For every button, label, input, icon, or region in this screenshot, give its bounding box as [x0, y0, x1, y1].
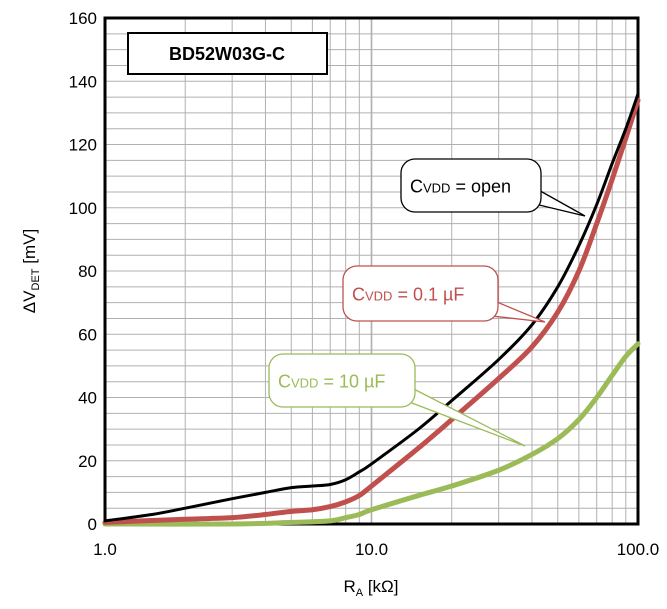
callout-open-label-sub: VDD	[423, 181, 450, 196]
callout-10uf-box	[268, 353, 416, 408]
callout-0-1uf-seam	[486, 301, 494, 315]
callout-open-label: CVDD = open	[410, 177, 511, 197]
callout-0-1uf-label-c: C	[352, 285, 365, 305]
callout-open-seam	[529, 189, 537, 203]
y-axis-label-main: ΔV	[20, 290, 39, 313]
y-tick-label: 120	[69, 136, 97, 155]
callout-10uf-label-rest: = 10 µF	[318, 372, 385, 392]
series-line-0-1uf	[102, 97, 641, 525]
callout-0-1uf-label-sub: VDD	[365, 289, 392, 304]
x-axis-label-main: R	[343, 577, 355, 596]
callout-10uf-label-sub: VDD	[291, 376, 318, 391]
callout-10uf-seam	[398, 385, 406, 399]
x-axis-label-unit: [kΩ]	[363, 577, 398, 596]
y-tick-label: 100	[69, 199, 97, 218]
title-frame	[127, 32, 328, 75]
callout-10uf-label-c: C	[278, 372, 291, 392]
y-tick-label: 0	[88, 515, 97, 534]
y-tick-label: 20	[78, 452, 97, 471]
tick-labels: 0 20 40 60 80 100 120 140 160 1.0 10.0 100.0	[69, 9, 660, 559]
x-tick-label: 100.0	[617, 540, 660, 559]
x-tick-label: 1.0	[93, 540, 117, 559]
x-axis-label-sub: A	[356, 587, 364, 599]
y-tick-label: 60	[78, 325, 97, 344]
y-tick-label: 140	[69, 72, 97, 91]
callout-0-1uf-label: CVDD = 0.1 µF	[352, 285, 464, 305]
y-axis-label-sub: DET	[30, 268, 42, 290]
y-tick-label: 40	[78, 389, 97, 408]
callout-0-1uf-box	[342, 265, 499, 322]
callout-10uf: CVDD = 10 µF	[268, 353, 526, 447]
callout-10uf-label: CVDD = 10 µF	[278, 372, 385, 392]
y-tick-label: 160	[69, 9, 97, 28]
data-series	[102, 92, 641, 527]
plot-area-border	[103, 16, 640, 526]
callout-open-label-c: C	[410, 177, 423, 197]
callout-0-1uf: CVDD = 0.1 µF	[342, 265, 546, 323]
y-axis-label-unit: [mV]	[20, 229, 39, 269]
x-tick-label: 10.0	[355, 540, 388, 559]
callout-open: CVDD = open	[400, 158, 586, 217]
callout-open-label-rest: = open	[450, 177, 511, 197]
chart-title-box: BD52W03G-C	[127, 32, 328, 75]
chart-title: BD52W03G-C	[169, 44, 285, 64]
series-line-open	[103, 92, 640, 523]
series-line-10uf	[102, 341, 641, 527]
y-tick-label: 80	[78, 262, 97, 281]
y-axis-label: ΔVDET [mV]	[20, 229, 42, 313]
x-axis-label: RA [kΩ]	[343, 577, 398, 599]
callout-open-box	[400, 158, 542, 213]
callout-0-1uf-label-rest: = 0.1 µF	[392, 285, 464, 305]
